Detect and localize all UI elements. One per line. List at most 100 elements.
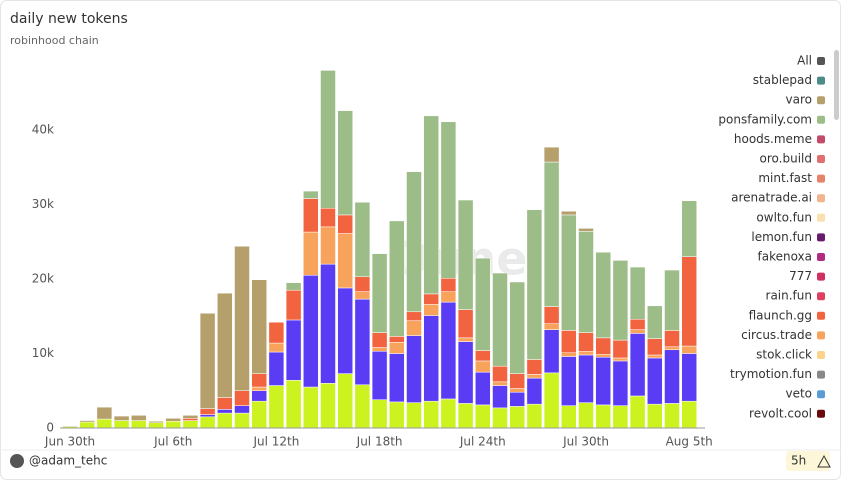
bar-segment [337,287,353,374]
bar-segment [595,404,611,429]
bar-segment [578,354,594,403]
legend-swatch [817,115,825,124]
bar-segment [165,421,181,429]
bar-segment [320,383,336,429]
bar-segment [303,198,319,233]
bar-segment [371,399,388,429]
bar-segment [199,408,216,415]
y-tick-label: 0 [46,421,54,435]
legend-swatch [817,351,825,359]
legend-swatch [817,194,825,203]
x-tick-label: Jul 24th [459,435,506,449]
legend-label: veto [785,387,812,401]
bar-segment [509,388,525,393]
bar-segment [303,231,319,276]
bar-segment [526,403,543,429]
bar-segment [509,373,525,389]
bar-segment [406,311,422,321]
bar-segment [526,377,543,405]
legend-swatch [817,272,825,281]
bar-segment [595,337,611,355]
refresh-label: 5h [791,454,806,468]
bar-segment [217,397,233,410]
legend-swatch [817,213,825,222]
legend-swatch [817,233,825,242]
bar-segment [62,425,78,427]
bar-segment [389,220,405,337]
bar-segment [595,356,611,406]
bar-segment [389,336,405,343]
bar-segment [182,418,199,421]
legend-label: mint.fast [758,171,812,185]
bar-segment [268,342,285,353]
bar-segment [526,209,543,360]
bar-segment [475,360,491,373]
bar-segment [475,257,491,351]
chart-title: daily new tokens [10,11,128,27]
bar-segment [543,146,560,163]
legend-swatch [817,76,825,85]
bar-segment [320,263,336,384]
bar-segment [182,415,199,419]
bar-segment [354,276,371,292]
bar-segment [629,333,646,397]
bar-segment [561,214,577,331]
y-tick-label: 10k [32,346,54,360]
legend-label: lemon.fun [751,230,812,244]
bar-segment [612,405,629,429]
bar-segment [96,418,113,429]
bar-segment [320,70,336,209]
bar-segment [217,412,233,429]
bar-segment [337,233,353,289]
bar-segment [234,412,250,429]
bar-segment [337,110,353,216]
bar-segment [440,291,457,303]
bar-segment [251,373,267,388]
bar-segment [320,226,336,265]
bar-segment [79,421,95,429]
bar-segment [148,421,164,424]
legend-swatch [817,292,825,301]
bar-segment [457,403,474,429]
bar-segment [492,381,508,386]
legend-label: owlto.fun [756,210,812,224]
bar-segment [337,373,353,429]
legend-label: fakenoxa [757,250,812,264]
bar-segment [629,266,646,320]
bar-segment [492,407,508,429]
y-tick-label: 20k [32,272,54,286]
legend-label: 777 [789,269,812,283]
bar-segment [595,353,611,358]
bar-segment [681,400,697,429]
bar-segment [612,360,629,406]
bar-segment [217,409,233,414]
bar-segment [320,207,336,228]
bar-segment [492,385,508,409]
x-tick-label: Jun 30th [44,435,95,449]
bar-segment [664,346,680,351]
bar-segment [664,269,680,331]
legend-swatch [817,174,825,183]
legend-label: rain.fun [766,289,812,303]
bar-segment [354,384,371,429]
bar-segment [440,398,457,429]
bar-segment [406,335,422,403]
bar-segment [182,420,199,429]
legend-swatch [817,155,825,163]
bar-segment [561,405,577,429]
bar-segment [423,315,439,402]
bar-segment [285,289,302,321]
bar-segment [647,403,663,429]
bar-segment [578,231,594,333]
bar-segment [543,329,560,374]
bar-segment [457,309,474,339]
bar-segment [285,319,302,381]
bar-segment [423,293,439,305]
bar-segment [251,386,267,391]
legend-label: trymotion.fun [730,367,812,381]
bar-segment [268,321,285,344]
bar-segment [509,391,525,407]
bar-segment [303,386,319,429]
bar-segment [543,323,560,330]
